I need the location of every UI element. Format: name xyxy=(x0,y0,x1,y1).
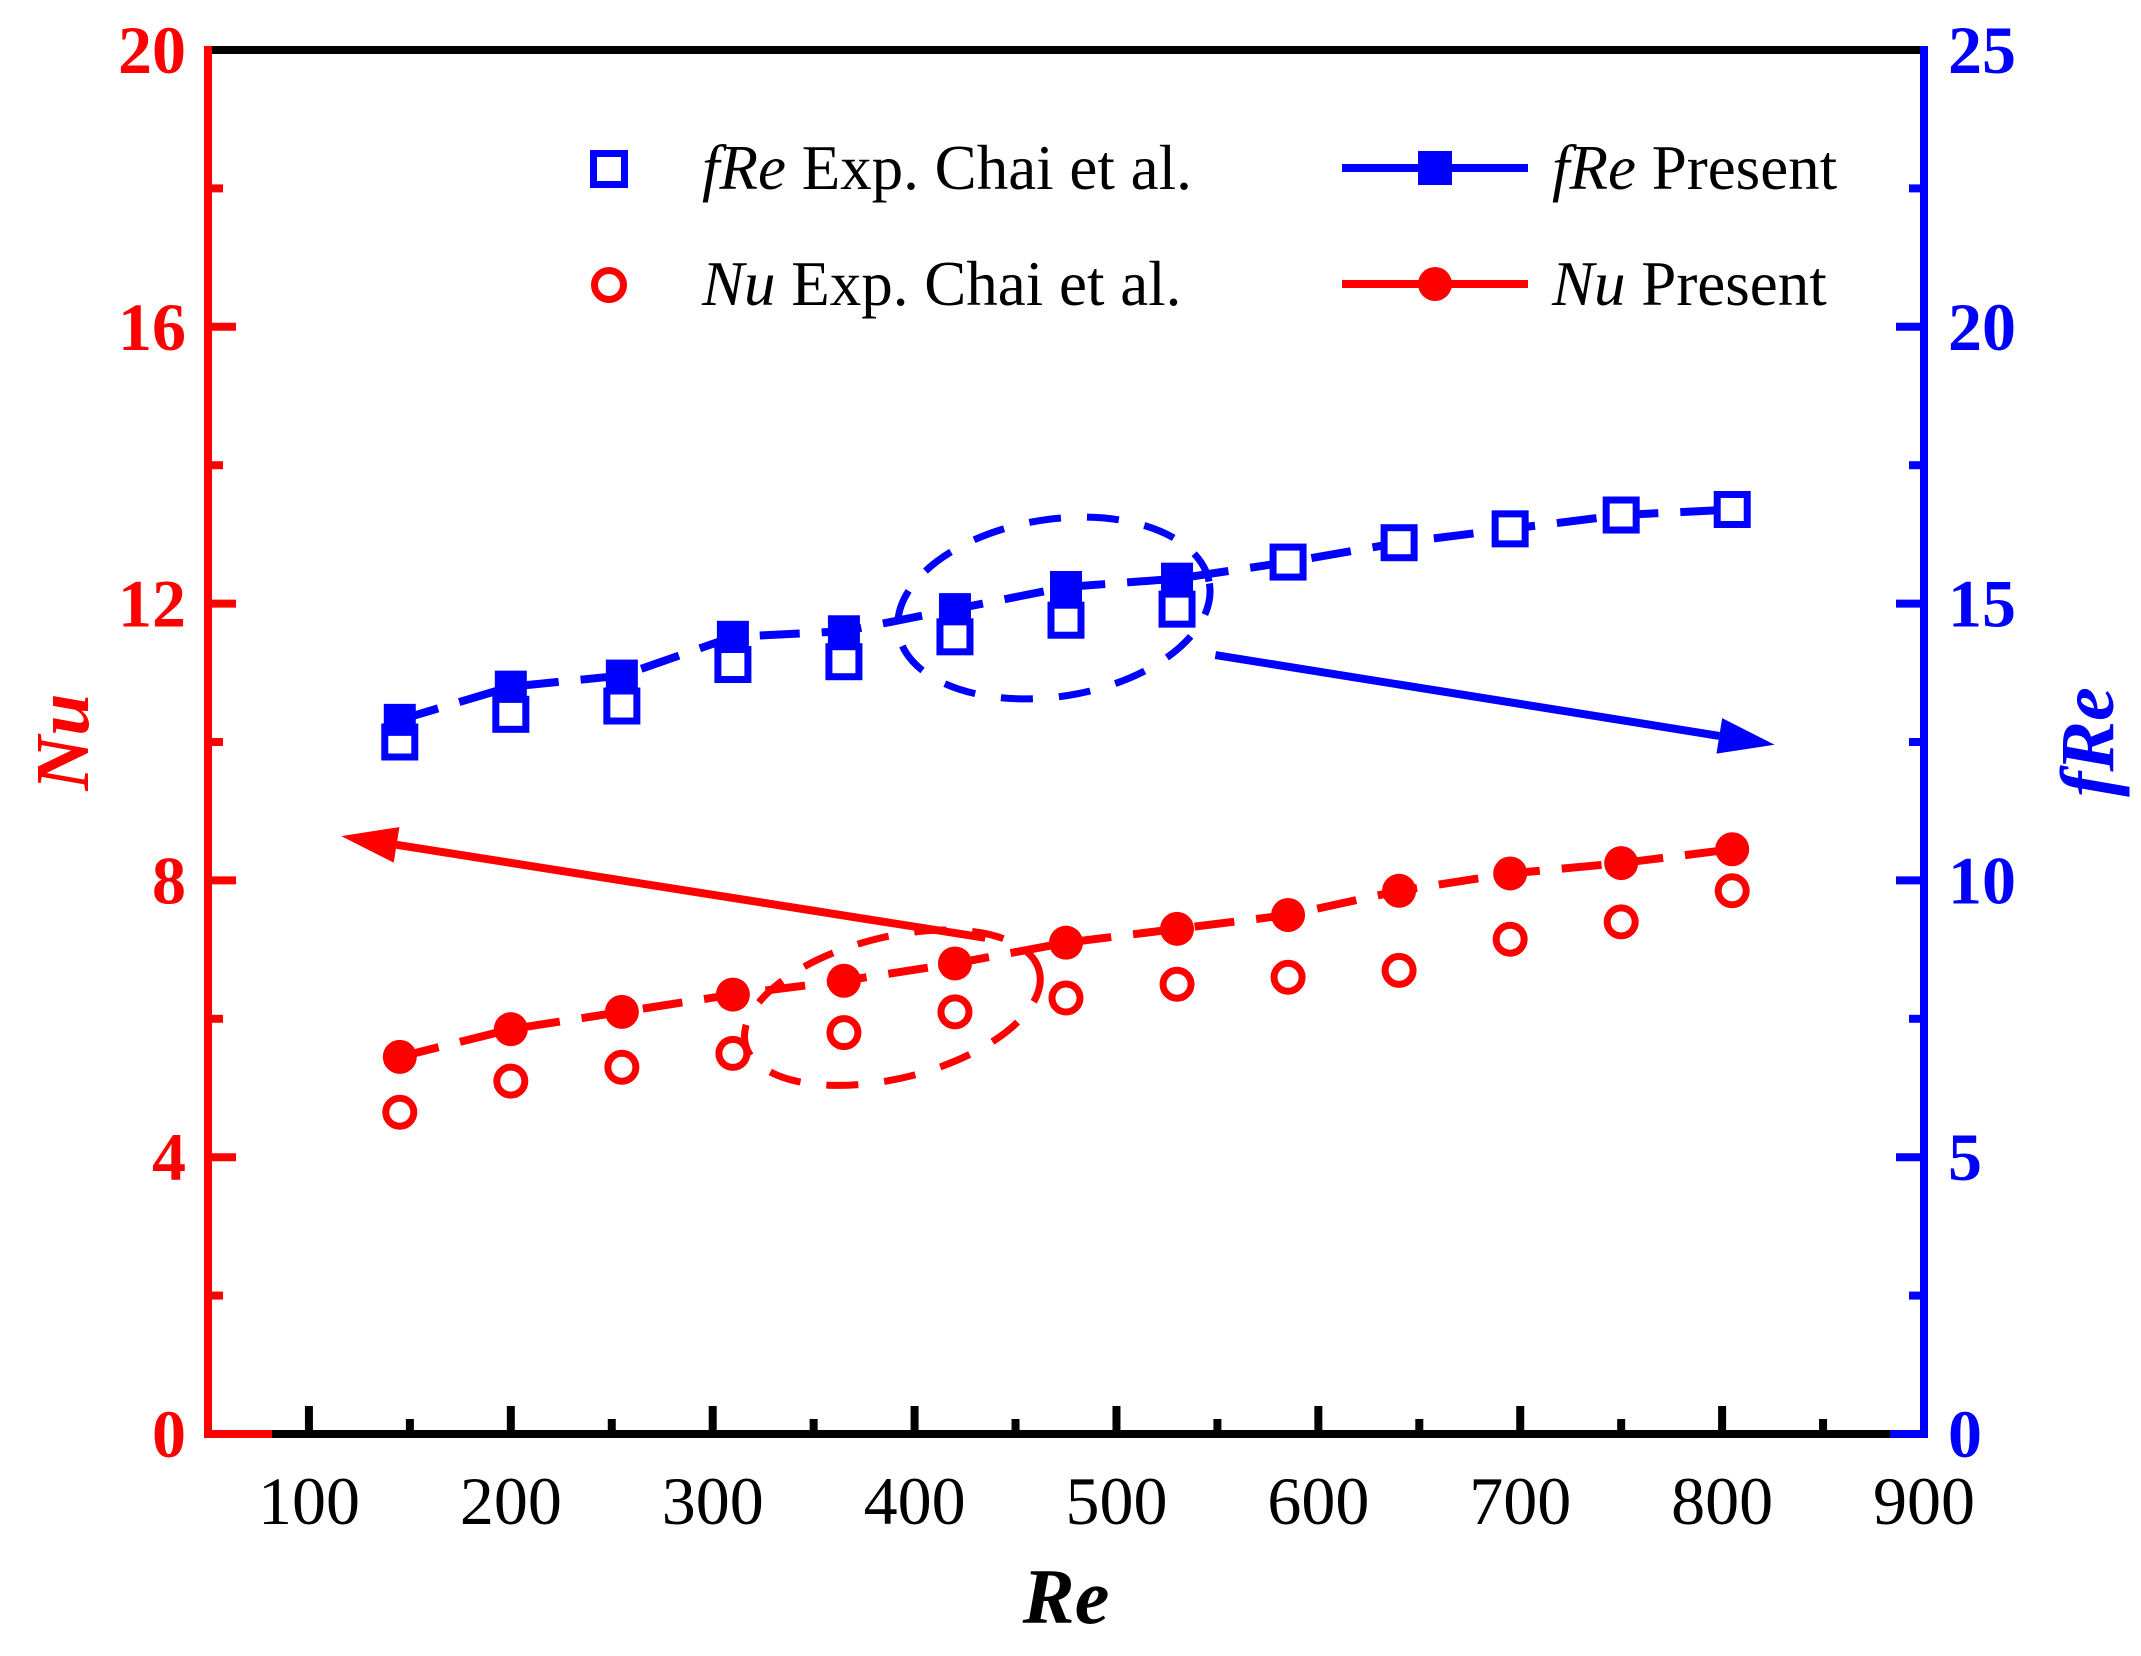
tick-labels: 100 200 300 400 500 600 700 800 9000481216200510… xyxy=(118,12,2016,1539)
data-point xyxy=(1382,873,1417,908)
svg-text:200: 200 xyxy=(460,1463,562,1539)
data-point xyxy=(715,1035,751,1071)
svg-text:600: 600 xyxy=(1267,1463,1369,1539)
svg-text:500: 500 xyxy=(1065,1463,1167,1539)
svg-text:15: 15 xyxy=(1948,566,2016,642)
data-point xyxy=(603,687,641,725)
data-point xyxy=(936,618,974,656)
data-point xyxy=(1048,980,1084,1016)
data-point xyxy=(382,1039,417,1074)
svg-text:8: 8 xyxy=(152,842,186,918)
axis-ticks xyxy=(208,46,1928,1438)
svg-text:12: 12 xyxy=(118,566,186,642)
data-point xyxy=(1381,952,1417,988)
svg-text:0: 0 xyxy=(152,1396,186,1472)
data-point xyxy=(938,593,971,626)
data-point xyxy=(493,1012,528,1047)
red-dashed-ellipse xyxy=(740,926,1044,1089)
red-arrow-line xyxy=(395,840,986,942)
svg-text:16: 16 xyxy=(118,289,186,365)
data-point xyxy=(1715,832,1750,867)
svg-text:800: 800 xyxy=(1671,1463,1773,1539)
svg-text:20: 20 xyxy=(1948,289,2016,365)
svg-text:20: 20 xyxy=(118,12,186,88)
data-point xyxy=(1603,904,1639,940)
data-point xyxy=(1713,490,1751,528)
data-point xyxy=(1270,959,1306,995)
data-point xyxy=(383,703,416,736)
series-nu-present-points xyxy=(382,832,1750,1074)
data-point xyxy=(1160,911,1195,946)
data-point xyxy=(714,645,752,683)
data-point xyxy=(825,643,863,681)
svg-text:25: 25 xyxy=(1948,12,2016,88)
data-point xyxy=(937,994,973,1030)
data-point xyxy=(493,1063,529,1099)
svg-text:300: 300 xyxy=(662,1463,764,1539)
data-point xyxy=(1161,562,1194,595)
series-nu-exp-points xyxy=(382,873,1750,1130)
data-point xyxy=(605,659,638,692)
series-fre-exp-points xyxy=(381,490,1751,761)
data-point xyxy=(1492,921,1528,957)
blue-arrow-head-icon xyxy=(1716,718,1775,754)
data-point xyxy=(1493,856,1528,891)
data-point xyxy=(382,1094,418,1130)
data-point xyxy=(1047,601,1085,639)
data-point xyxy=(1491,510,1529,548)
svg-text:0: 0 xyxy=(1948,1396,1982,1472)
data-point xyxy=(1158,590,1196,628)
svg-text:100: 100 xyxy=(258,1463,360,1539)
blue-dashed-ellipse xyxy=(894,513,1214,703)
data-point xyxy=(826,963,861,998)
series-fre-present-points xyxy=(383,562,1194,736)
svg-text:400: 400 xyxy=(864,1463,966,1539)
data-point xyxy=(604,1049,640,1085)
data-point xyxy=(1604,846,1639,881)
svg-text:900: 900 xyxy=(1873,1463,1975,1539)
data-point xyxy=(827,615,860,648)
red-arrow-head-icon xyxy=(341,827,400,863)
data-point xyxy=(1269,543,1307,581)
data-point xyxy=(1050,570,1082,603)
data-point xyxy=(715,977,750,1012)
data-point xyxy=(1159,966,1195,1002)
plot-frame xyxy=(204,46,1928,1438)
svg-text:4: 4 xyxy=(152,1119,186,1195)
data-point xyxy=(1049,925,1083,960)
svg-text:10: 10 xyxy=(1948,842,2016,918)
data-point xyxy=(492,695,530,733)
blue-arrow-line xyxy=(1214,651,1720,740)
data-point xyxy=(1271,898,1306,932)
data-point xyxy=(1714,873,1750,909)
data-point xyxy=(1602,496,1640,534)
data-point xyxy=(716,620,749,653)
data-point xyxy=(826,1015,862,1051)
data-point xyxy=(937,946,972,981)
svg-text:5: 5 xyxy=(1948,1119,1982,1195)
data-point xyxy=(494,670,527,703)
data-point xyxy=(604,994,639,1029)
svg-text:700: 700 xyxy=(1469,1463,1571,1539)
data-point xyxy=(1380,524,1418,562)
